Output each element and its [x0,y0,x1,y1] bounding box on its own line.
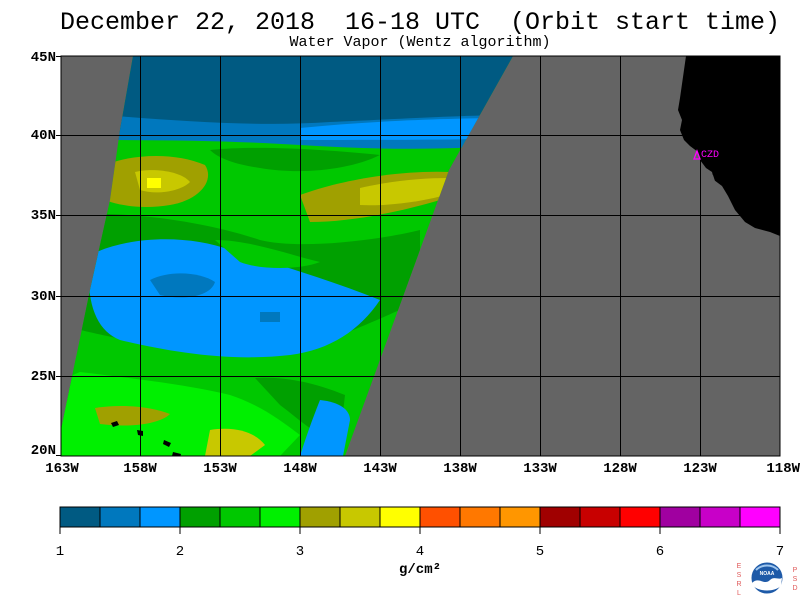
colorbar-tick-3: 3 [295,544,305,560]
colorbar-cell [620,507,661,527]
lon-label-163w: 163W [45,461,79,477]
lat-label-45n: 45N [30,50,56,66]
colorbar-tick-2: 2 [175,544,185,560]
lon-label-143w: 143W [363,461,397,477]
map-subtitle: Water Vapor (Wentz algorithm) [289,34,551,51]
lon-label-118w: 118W [766,461,800,477]
noaa-emblem-icon [750,561,784,595]
noaa-logo: ESRL PSD NOAA [734,556,800,600]
colorbar-cell [740,507,781,527]
lon-label-153w: 153W [203,461,237,477]
colorbar-cells [59,507,781,527]
lon-label-128w: 128W [603,461,637,477]
lon-label-158w: 158W [123,461,157,477]
colorbar-cell [380,507,421,527]
map-title: December 22, 2018 16-18 UTC (Orbit start… [59,8,781,37]
hawaiian-islands [111,421,181,456]
colorbar-cell [300,507,341,527]
colorbar-tick-5: 5 [535,544,545,560]
north-america-land [678,56,780,236]
colorbar-units: g/cm² [398,562,441,578]
station-marker-czd: CZD [693,149,719,161]
lat-label-40n: 40N [30,128,56,144]
lon-label-138w: 138W [443,461,477,477]
noaa-text: NOAA [759,571,775,577]
lon-label-148w: 148W [283,461,317,477]
colorbar-cell [180,507,221,527]
lat-label-20n: 20N [30,443,56,459]
colorbar-tick-1: 1 [55,544,65,560]
colorbar-cell [660,507,701,527]
colorbar-cell [140,507,181,527]
map-frame [60,55,781,457]
colorbar-tick-6: 6 [655,544,665,560]
esrl-letters: ESRL [736,563,742,597]
colorbar-cell [260,507,301,527]
lat-label-25n: 25N [30,369,56,385]
colorbar-ticks [59,527,781,534]
colorbar-cell [500,507,541,527]
colorbar-cell [580,507,621,527]
colorbar-cell [700,507,741,527]
colorbar [59,506,781,534]
colorbar-cell [540,507,581,527]
colorbar-cell [340,507,381,527]
station-label: CZD [701,150,719,161]
colorbar-cell [100,507,141,527]
colorbar-cell [460,507,501,527]
colorbar-cell [220,507,261,527]
lon-label-123w: 123W [683,461,717,477]
psd-letters: PSD [792,567,798,592]
lat-label-30n: 30N [30,289,56,305]
lon-label-133w: 133W [523,461,557,477]
colorbar-cell [60,507,101,527]
graticule [61,56,780,456]
colorbar-tick-7: 7 [775,544,785,560]
lat-label-35n: 35N [30,208,56,224]
colorbar-tick-4: 4 [415,544,425,560]
colorbar-cell [420,507,461,527]
